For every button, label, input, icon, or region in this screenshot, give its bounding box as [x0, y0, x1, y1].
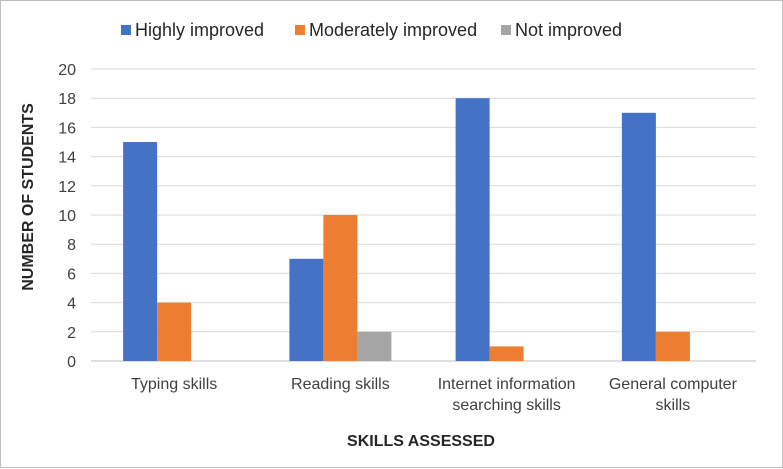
x-category-label: Reading skills [291, 376, 390, 393]
legend-label: Moderately improved [309, 20, 477, 40]
y-tick-label: 20 [58, 62, 76, 79]
y-tick-label: 18 [58, 91, 76, 108]
gridlines [91, 68, 756, 362]
x-category-label: General computer [609, 376, 738, 393]
bar [157, 302, 192, 361]
x-category-labels: Typing skills Reading skills Internet info… [131, 376, 738, 414]
legend-swatch [501, 25, 511, 35]
legend-swatch [121, 25, 131, 35]
y-tick-label: 10 [58, 208, 76, 225]
y-tick-label: 2 [67, 325, 76, 342]
legend-label: Highly improved [135, 20, 264, 40]
bars [123, 98, 690, 361]
bar [323, 215, 358, 361]
y-tick-labels: 0 2 4 6 8 10 12 14 16 18 20 [58, 62, 76, 371]
bar [357, 331, 392, 361]
x-category-label: Internet information [438, 376, 576, 393]
y-tick-label: 0 [67, 354, 76, 371]
x-category-label: searching skills [452, 397, 560, 414]
bar [655, 331, 690, 361]
y-tick-label: 12 [58, 179, 76, 196]
legend-swatch [295, 25, 305, 35]
y-tick-label: 16 [58, 120, 76, 137]
bar [289, 258, 324, 361]
bar [123, 142, 158, 361]
y-tick-label: 4 [67, 296, 76, 313]
y-tick-label: 6 [67, 266, 76, 283]
legend-label: Not improved [515, 20, 622, 40]
x-category-label: skills [656, 397, 691, 414]
y-tick-label: 8 [67, 237, 76, 254]
y-axis-title: NUMBER OF STUDENTS [20, 103, 37, 291]
bar [489, 346, 524, 361]
bar [621, 112, 656, 361]
x-axis-title: SKILLS ASSESSED [347, 433, 495, 450]
x-category-label: Typing skills [131, 376, 217, 393]
legend: Highly improved Moderately improved Not im… [121, 20, 622, 40]
bar [455, 98, 490, 361]
y-tick-label: 14 [58, 150, 76, 167]
